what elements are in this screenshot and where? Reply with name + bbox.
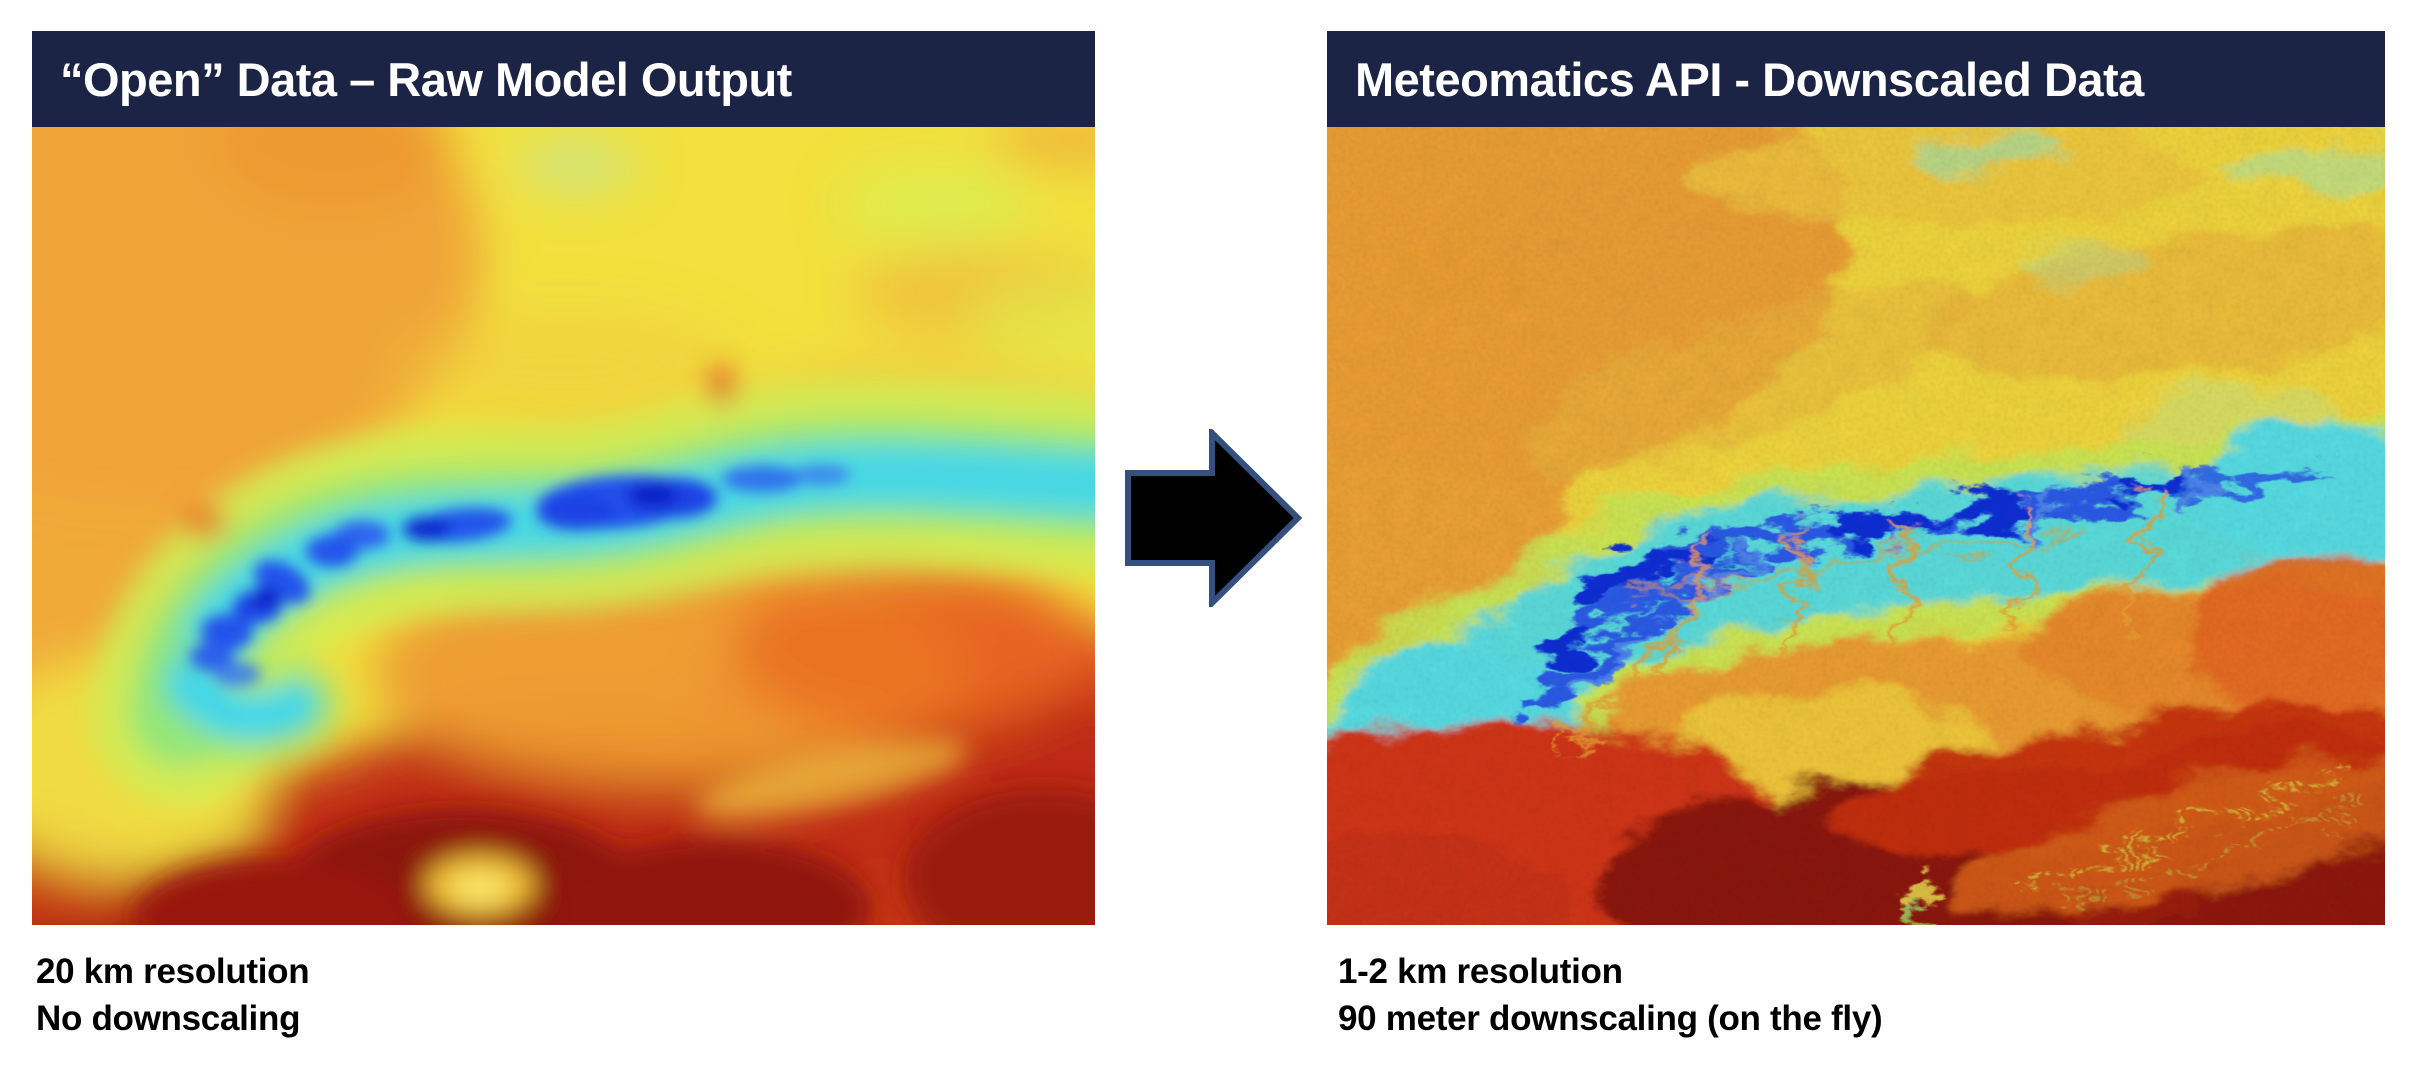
right-map-downscaled-data [1327,127,2385,925]
left-map-raw-model-output [32,127,1095,925]
left-caption-downscaling: No downscaling [36,999,301,1038]
right-panel: Meteomatics API - Downscaled Data [1327,31,2385,925]
right-caption-downscaling: 90 meter downscaling (on the fly) [1338,999,1883,1038]
left-panel-title: “Open” Data – Raw Model Output [60,52,792,106]
right-arrow-icon [1125,425,1303,611]
right-heatmap-image [1327,127,2385,925]
left-panel: “Open” Data – Raw Model Output [32,31,1095,925]
right-panel-title: Meteomatics API - Downscaled Data [1355,52,2144,106]
right-caption: 1-2 km resolution 90 meter downscaling (… [1338,948,1883,1042]
left-heatmap-image [32,127,1095,925]
left-caption: 20 km resolution No downscaling [36,948,310,1042]
left-panel-title-bar: “Open” Data – Raw Model Output [32,31,1095,127]
right-panel-title-bar: Meteomatics API - Downscaled Data [1327,31,2385,127]
right-caption-resolution: 1-2 km resolution [1338,952,1623,991]
transform-arrow [1124,425,1303,611]
left-caption-resolution: 20 km resolution [36,952,310,991]
